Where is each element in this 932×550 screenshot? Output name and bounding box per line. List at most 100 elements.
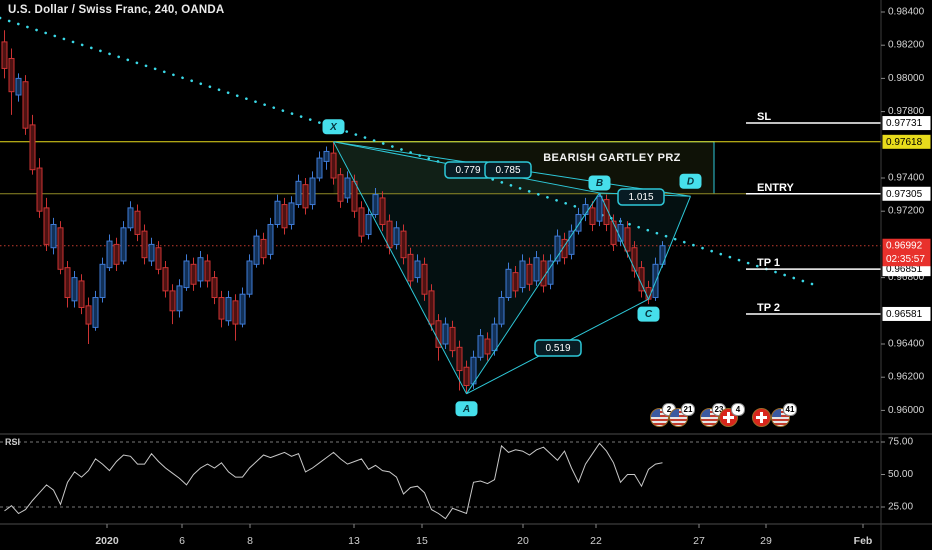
pattern-line-xa[interactable] — [333, 141, 467, 395]
candle — [652, 257, 659, 301]
candle-body — [337, 174, 344, 202]
time-tick-label[interactable]: 20 — [517, 535, 529, 547]
candle-body — [526, 263, 533, 285]
candle — [15, 73, 22, 102]
candle — [246, 254, 253, 298]
symbol-title[interactable]: U.S. Dollar / Swiss Franc, 240, OANDA — [8, 4, 225, 16]
last-price-label: 0.96992 — [882, 238, 931, 253]
sl-label[interactable]: SL — [757, 111, 771, 123]
pattern-point-label-c[interactable]: C — [637, 306, 660, 322]
candle-body — [29, 124, 36, 171]
candle — [449, 320, 456, 358]
candle — [211, 270, 218, 305]
candle-body — [309, 177, 316, 206]
economic-event-icon[interactable]: 2 — [650, 403, 676, 427]
candle — [596, 192, 603, 227]
candle — [533, 251, 540, 286]
tp2-label[interactable]: TP 2 — [757, 302, 780, 314]
economic-event-icon[interactable]: 23 — [700, 403, 726, 427]
candle-body — [449, 326, 456, 352]
candle — [624, 221, 631, 258]
candle-body — [624, 227, 631, 252]
economic-event-icon[interactable]: 41 — [771, 403, 797, 427]
time-tick-label[interactable]: Feb — [854, 535, 873, 547]
pattern-point-label-x[interactable]: X — [322, 119, 345, 135]
pattern-ratio-text: 0.779 — [455, 165, 480, 176]
candle-body — [407, 253, 414, 282]
candle — [113, 237, 120, 271]
pattern-line-bc[interactable] — [599, 192, 649, 300]
pattern-ratio-label[interactable]: 1.015 — [617, 188, 665, 206]
time-tick-label[interactable]: 2020 — [95, 535, 119, 547]
candle-body — [71, 277, 78, 302]
time-tick-label[interactable]: 15 — [416, 535, 428, 547]
candle — [526, 257, 533, 291]
sl-price-label-text: 0.97731 — [886, 118, 923, 129]
candle-body — [540, 260, 547, 287]
candle — [232, 294, 239, 341]
candle — [365, 207, 372, 240]
time-tick-label[interactable]: 27 — [693, 535, 705, 547]
candle-body — [288, 202, 295, 225]
rsi-pane-label[interactable]: RSI — [5, 437, 20, 447]
candle — [505, 262, 512, 301]
candle-body — [148, 243, 155, 262]
candle — [316, 151, 323, 182]
price-tick-label: 0.96400 — [888, 339, 925, 350]
price-tick-label: 0.97200 — [888, 206, 925, 217]
time-tick-label[interactable]: 6 — [179, 535, 185, 547]
candle — [260, 232, 267, 265]
pattern-line-cd[interactable] — [648, 196, 691, 300]
pattern-point-label-b[interactable]: B — [588, 175, 611, 191]
candle-body — [113, 243, 120, 265]
pattern-ratio-label[interactable]: 0.785 — [484, 161, 532, 179]
candle-body — [491, 323, 498, 352]
candle-body — [281, 204, 288, 229]
candle — [337, 168, 344, 208]
candle-body — [211, 277, 218, 299]
candle-body — [512, 272, 519, 292]
time-tick-label[interactable]: 13 — [348, 535, 360, 547]
candle-body — [505, 268, 512, 299]
candle — [344, 171, 351, 203]
candle — [547, 254, 554, 290]
rsi-tick-label: 50.00 — [888, 469, 913, 480]
time-tick-label[interactable]: 22 — [590, 535, 602, 547]
candle-body — [610, 220, 617, 245]
candle — [176, 279, 183, 318]
time-tick-label[interactable]: 8 — [247, 535, 253, 547]
candle — [519, 254, 526, 293]
bar-countdown-label: 02:35:57 — [882, 252, 931, 267]
economic-event-icon[interactable]: 4 — [719, 403, 745, 427]
economic-event-icon[interactable]: 21 — [669, 403, 695, 427]
candle-body — [162, 267, 169, 292]
pattern-ratio-label[interactable]: 0.519 — [534, 339, 582, 357]
pattern-point-label-d[interactable]: D — [679, 173, 702, 189]
price-tick-label: 0.97400 — [888, 173, 925, 184]
pattern-point-text: D — [687, 176, 694, 187]
candle — [379, 191, 386, 232]
candle — [29, 114, 36, 175]
candle — [218, 290, 225, 328]
time-tick-label[interactable]: 29 — [760, 535, 772, 547]
rsi-line — [4, 442, 663, 520]
candle-body — [1, 41, 8, 69]
candle-body — [183, 260, 190, 289]
candle — [120, 221, 127, 265]
candles — [1, 30, 666, 394]
candle-body — [484, 338, 491, 355]
candle — [197, 251, 204, 288]
entry-label[interactable]: ENTRY — [757, 182, 795, 194]
pattern-line-ab[interactable] — [466, 192, 600, 395]
tp1-label[interactable]: TP 1 — [757, 257, 780, 269]
candle-body — [169, 290, 176, 312]
candle — [36, 158, 43, 218]
entry-price-label: 0.97305 — [882, 186, 931, 201]
economic-event-icon[interactable] — [752, 408, 771, 427]
candle — [267, 217, 274, 260]
pattern-point-label-a[interactable]: A — [455, 401, 478, 417]
candle-body — [78, 280, 85, 308]
pattern-ratio-label[interactable]: 0.779 — [444, 161, 492, 179]
